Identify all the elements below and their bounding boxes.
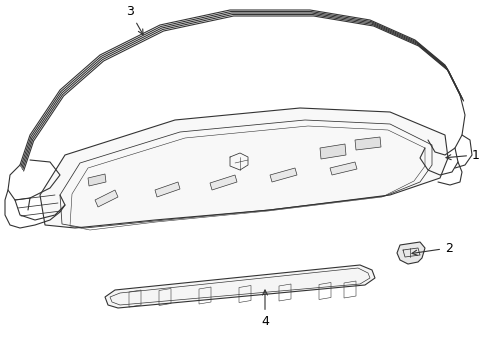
Polygon shape bbox=[88, 174, 106, 186]
Polygon shape bbox=[397, 242, 425, 264]
Text: 1: 1 bbox=[446, 149, 480, 162]
Text: 3: 3 bbox=[126, 5, 143, 35]
Polygon shape bbox=[210, 175, 237, 190]
Polygon shape bbox=[155, 182, 180, 197]
Polygon shape bbox=[270, 168, 297, 182]
Text: 4: 4 bbox=[261, 290, 269, 328]
Polygon shape bbox=[330, 162, 357, 175]
Polygon shape bbox=[320, 144, 346, 159]
Polygon shape bbox=[95, 190, 118, 207]
Text: 2: 2 bbox=[412, 242, 453, 255]
Polygon shape bbox=[40, 108, 448, 228]
Polygon shape bbox=[105, 265, 375, 308]
Polygon shape bbox=[355, 137, 381, 150]
